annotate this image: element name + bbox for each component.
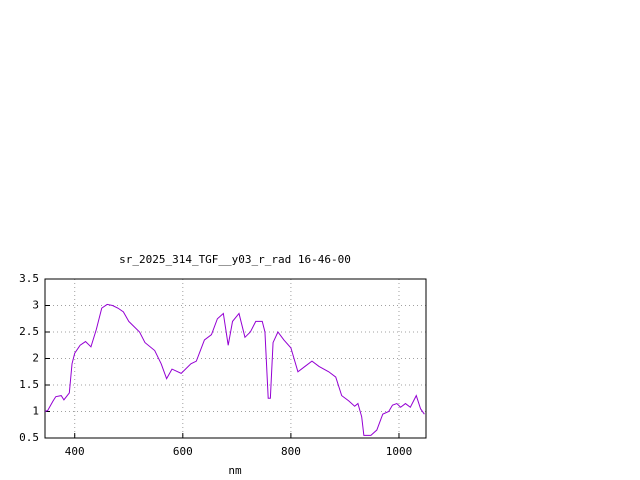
- y-tick-label: 3: [32, 299, 39, 312]
- chart-title: sr_2025_314_TGF__y03_r_rad 16-46-00: [119, 253, 351, 266]
- y-tick-label: 0.5: [19, 431, 39, 444]
- y-tick-label: 2: [32, 352, 39, 365]
- plot-border: [44, 278, 427, 439]
- x-axis-label: nm: [228, 464, 242, 477]
- y-tick-label: 1.5: [19, 378, 39, 391]
- y-tick-label: 2.5: [19, 325, 39, 338]
- x-tick-label: 800: [281, 445, 301, 458]
- data-line: [44, 303, 425, 436]
- y-tick-label: 1: [32, 405, 39, 418]
- x-tick-label: 1000: [386, 445, 413, 458]
- y-tick-label: 3.5: [19, 272, 39, 285]
- x-tick-label: 400: [65, 445, 85, 458]
- x-tick-label: 600: [173, 445, 193, 458]
